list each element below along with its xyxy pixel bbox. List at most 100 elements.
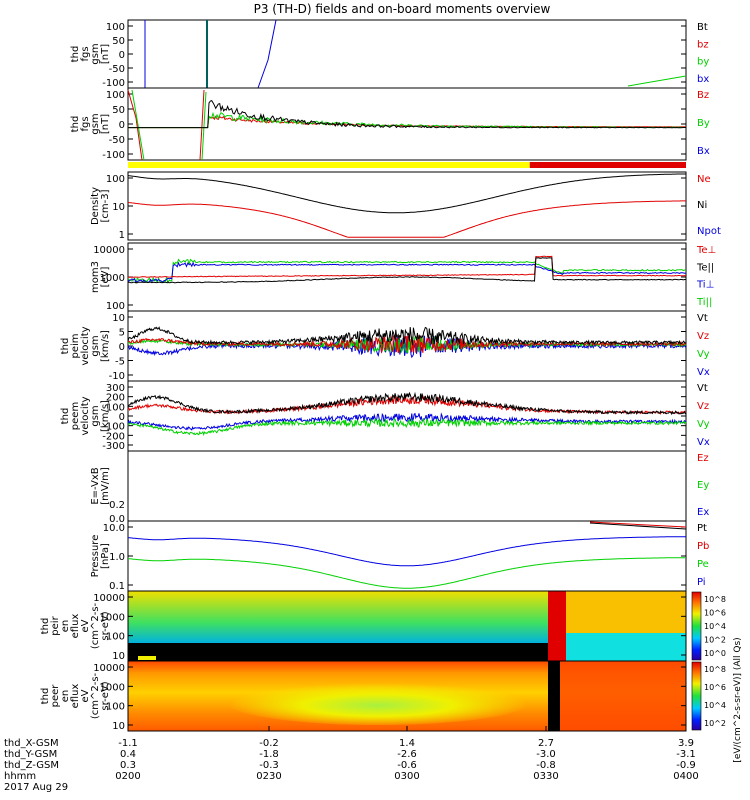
peir-spectrogram-ylabel: eflux xyxy=(70,614,81,639)
fgs-panel-legend-by: by xyxy=(697,57,709,68)
peem-velocity-panel-ytick-label: -100 xyxy=(102,422,125,433)
efield-panel-legend-ex: Ex xyxy=(697,507,709,518)
peir-spectrogram-ylabel: peir xyxy=(50,615,61,635)
temperature-panel-ytick-label: 1000 xyxy=(100,273,125,284)
x-axis-row-label: hhmm xyxy=(4,771,36,782)
peim-velocity-panel-legend-vy: Vy xyxy=(697,349,710,360)
pressure-panel-series-blue xyxy=(127,536,686,567)
fgs-hr-panel-ylabel: fgs xyxy=(80,116,91,131)
peem-velocity-panel-ytick-label: -200 xyxy=(102,431,125,442)
x-axis-date: 2017 Aug 29 xyxy=(4,782,68,793)
peem-velocity-panel-ytick-label: 300 xyxy=(106,383,125,394)
density-panel-ylabel: Density xyxy=(90,187,101,225)
fgs-panel-ylabel: gsm xyxy=(90,43,101,64)
pressure-panel-legend-pi: Pi xyxy=(697,577,706,588)
density-panel-series-black xyxy=(127,173,686,214)
peir-spectrogram-lowE-band xyxy=(128,643,686,661)
peem-velocity-panel-legend-vx: Vx xyxy=(697,437,710,448)
efield-panel-ytick-label: 0.2 xyxy=(109,500,125,511)
x-axis-value: -3.1 xyxy=(676,749,696,760)
x-axis-value: 1.4 xyxy=(399,738,415,749)
fgs-panel-ytick-label: -100 xyxy=(102,78,125,89)
temperature-panel-series-red xyxy=(127,255,687,278)
fgs-panel-ytick-label: 0 xyxy=(119,50,125,61)
density-panel-ytick-label: 100 xyxy=(106,174,125,185)
fgs-panel-ylabel: fgs xyxy=(80,46,91,61)
fgs-panel-ylabel: [nT] xyxy=(100,44,111,64)
peem-velocity-panel-ytick-label: 100 xyxy=(106,402,125,413)
peem-velocity-panel-frame xyxy=(127,380,687,452)
peir-spectrogram-ylabel: (cm^2-s- xyxy=(90,602,101,649)
x-axis-value: 3.9 xyxy=(678,738,694,749)
peer-spectrogram-ylabel: (cm^2-s- xyxy=(90,672,101,719)
fgs-hr-panel-series-green-mid xyxy=(201,91,207,161)
fgs-panel-series-blue xyxy=(257,19,277,89)
x-axis-value: -2.6 xyxy=(397,749,417,760)
fgs-hr-panel-series-black xyxy=(128,100,686,129)
pressure-panel-ytick-label: 1.0 xyxy=(109,552,125,563)
x-axis-row-label: thd_X-GSM xyxy=(4,738,59,749)
fgs-panel-series-green xyxy=(627,75,687,87)
x-axis-value: -0.6 xyxy=(397,760,417,771)
fgs-hr-panel-ytick-label: 50 xyxy=(112,105,125,116)
peim-velocity-panel-ylabel: thd xyxy=(60,338,71,355)
pressure-panel-ylabel: Pressure xyxy=(90,535,101,578)
peir-spectrogram-gap xyxy=(548,591,566,661)
peir-spectrogram-marker xyxy=(138,656,156,660)
peir-spectrogram-late xyxy=(566,591,686,633)
pressure-panel-series-green xyxy=(127,557,686,589)
peer-spectrogram-center xyxy=(228,681,528,725)
fgs-panel-frame xyxy=(127,19,687,89)
peer-colorbar xyxy=(691,661,702,731)
peir-colorbar-tick-label: 10^2 xyxy=(704,636,726,645)
fgs-hr-panel-ylabel: gsm xyxy=(90,113,101,134)
x-axis-labels: thd_X-GSM -1.1 -0.2 1.4 2.7 3.9 thd_Y-GSM 0.4 -1… xyxy=(4,726,699,793)
peir-colorbar-tick-label: 10^6 xyxy=(704,609,726,618)
peem-velocity-panel-legend-vt: Vt xyxy=(697,383,708,394)
fgs-panel-ylabel: thd xyxy=(70,46,81,63)
pressure-panel-ytick-label: 0.1 xyxy=(109,581,125,592)
peer-spectrogram-gap xyxy=(548,661,560,731)
peim-velocity-panel-ylabel: [km/s] xyxy=(100,330,111,362)
peem-velocity-panel-ylabel: thd xyxy=(60,408,71,425)
x-axis-value: 0.4 xyxy=(120,749,136,760)
pressure-panel-series-black xyxy=(589,522,687,530)
peim-velocity-panel-ylabel: peim xyxy=(70,333,81,358)
chart-title: P3 (TH-D) fields and on-board moments ov… xyxy=(254,2,551,16)
fgs-panel-legend-bx: bx xyxy=(697,74,709,85)
peer-spectrogram-ylabel: sr-eV) xyxy=(100,681,111,710)
fgs-hr-panel-ytick-label: -100 xyxy=(102,150,125,161)
density-panel-legend-ni: Ni xyxy=(697,200,707,211)
peem-velocity-panel-series-black xyxy=(127,391,687,416)
peim-velocity-panel-ytick-label: 5 xyxy=(119,328,125,339)
peim-velocity-panel-ylabel: gsm xyxy=(90,335,101,356)
peer-spectrogram-late xyxy=(560,661,686,731)
peer-spectrogram-ytick-label: 10000 xyxy=(93,663,125,674)
peem-velocity-panel-ylabel: [km/s] xyxy=(100,400,111,432)
peer-spectrogram-ylabel: eflux xyxy=(70,684,81,709)
temperature-panel-legend-te⊥: Te⊥ xyxy=(696,245,716,256)
x-axis-row-label: thd_Y-GSM xyxy=(4,749,57,760)
peem-velocity-panel-ytick-label: 0 xyxy=(119,412,125,423)
density-panel-legend-ne: Ne xyxy=(697,174,711,185)
peim-velocity-panel-series-black xyxy=(127,326,687,346)
fgs-panel-ytick-label: 100 xyxy=(106,22,125,33)
temperature-panel-legend-ti⊥: Ti⊥ xyxy=(696,280,714,291)
pressure-panel-legend-pt: Pt xyxy=(697,523,707,534)
peem-velocity-panel-ylabel: gsm xyxy=(90,405,101,426)
peer-spectrogram-ytick-label: 100 xyxy=(106,702,125,713)
pressure-panel-legend-pb: Pb xyxy=(697,541,709,552)
x-axis-row-label: thd_Z-GSM xyxy=(4,760,59,771)
fgs-hr-panel-ytick-label: -50 xyxy=(109,135,125,146)
pressure-panel-series-red xyxy=(589,521,687,528)
peim-velocity-panel-legend-vt: Vt xyxy=(697,313,708,324)
density-panel-series-red xyxy=(127,200,686,238)
peem-velocity-panel-legend-vz: Vz xyxy=(697,401,709,412)
fgs-panel-legend-bz: bz xyxy=(697,39,709,50)
peir-spectrogram-ylabel: thd xyxy=(40,618,51,635)
efield-panel-ytick-label: 0.0 xyxy=(109,514,125,525)
peir-colorbar-tick-label: 10^0 xyxy=(704,649,726,658)
x-axis-value: 2.7 xyxy=(538,738,554,749)
density-panel-ytick-label: 1 xyxy=(119,230,125,241)
